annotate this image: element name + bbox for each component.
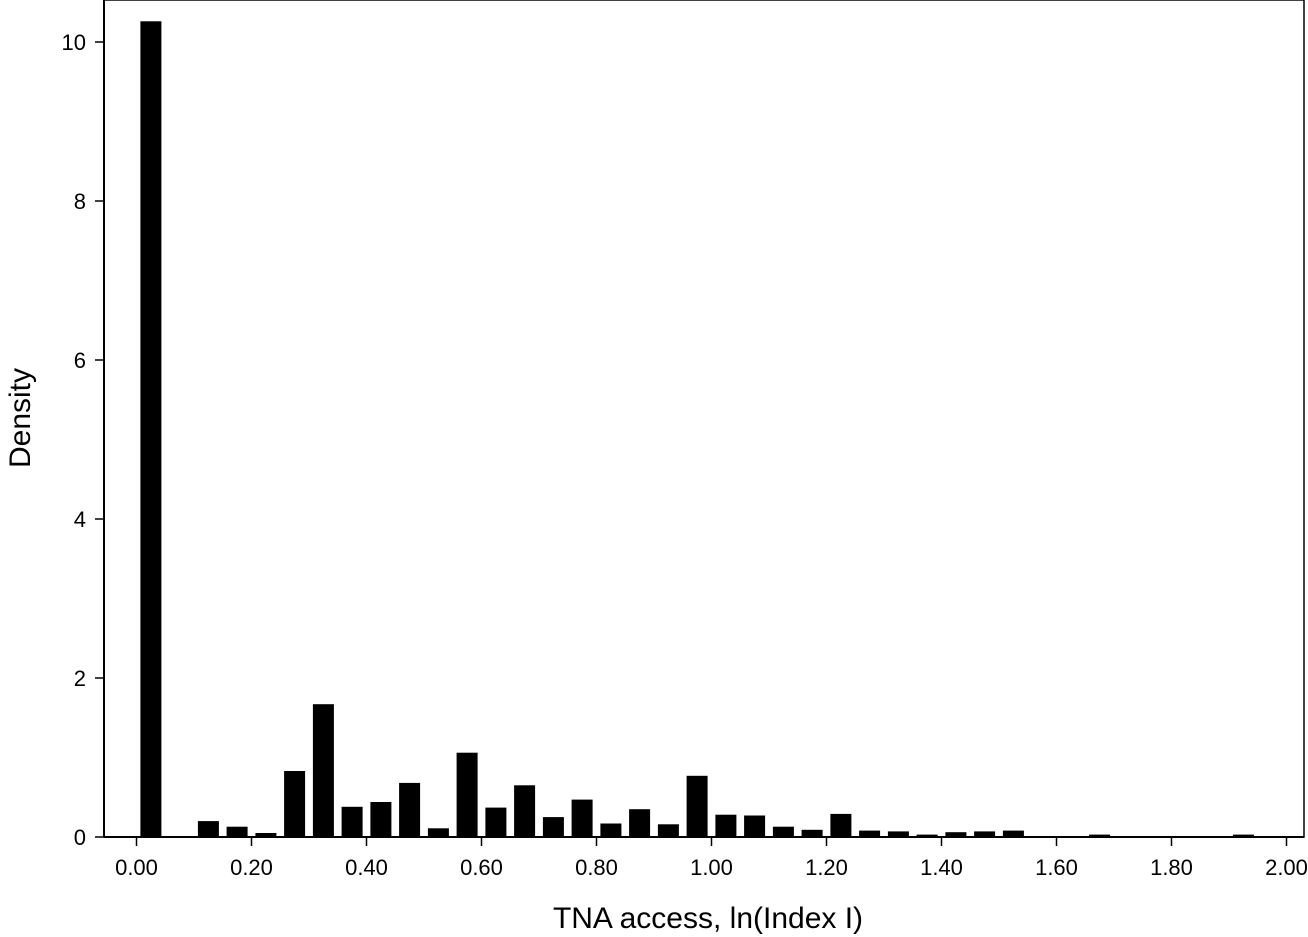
x-tick-label: 0.60 — [460, 855, 503, 880]
x-tick-label: 1.60 — [1035, 855, 1078, 880]
histogram-bar — [1232, 834, 1254, 837]
x-tick-label: 1.80 — [1150, 855, 1193, 880]
x-tick-label: 1.00 — [690, 855, 733, 880]
x-tick-label: 0.00 — [115, 855, 158, 880]
histogram-bar — [772, 826, 794, 837]
histogram-bar — [830, 813, 852, 837]
histogram-bar — [657, 824, 679, 837]
histogram-bar — [744, 815, 766, 837]
histogram-bar — [1002, 830, 1024, 837]
histogram-bar — [859, 830, 881, 837]
x-tick-label: 0.40 — [345, 855, 388, 880]
histogram-bar — [255, 833, 277, 837]
histogram-bar — [945, 832, 967, 837]
histogram-bar — [542, 817, 564, 837]
histogram-bar — [341, 806, 363, 837]
x-tick-label: 0.20 — [230, 855, 273, 880]
histogram-bar — [485, 807, 507, 837]
histogram-bar — [197, 821, 219, 837]
y-tick-label: 8 — [74, 189, 86, 214]
histogram-bar — [140, 21, 162, 838]
bars-group — [140, 21, 1254, 838]
histogram-bar — [312, 704, 334, 837]
histogram-bar — [399, 782, 421, 837]
histogram-bar — [284, 771, 306, 837]
histogram-bar — [571, 799, 593, 837]
x-tick-label: 1.20 — [805, 855, 848, 880]
histogram-bar — [629, 809, 651, 837]
x-tick-label: 2.00 — [1265, 855, 1308, 880]
y-tick-label: 4 — [74, 507, 86, 532]
y-tick-label: 6 — [74, 348, 86, 373]
histogram-bar — [427, 828, 449, 837]
y-tick-label: 0 — [74, 825, 86, 850]
histogram-bar — [514, 785, 536, 837]
histogram-bar — [600, 823, 622, 837]
histogram-bar — [887, 831, 909, 837]
y-tick-label: 10 — [62, 30, 86, 55]
y-axis-title: Density — [4, 368, 37, 468]
histogram-bar — [370, 802, 392, 837]
y-axis-ticks: 0 2 4 6 8 10 — [62, 30, 104, 850]
x-tick-label: 0.80 — [575, 855, 618, 880]
histogram-bar — [686, 775, 708, 837]
x-axis-title: TNA access, ln(Index I) — [553, 902, 863, 935]
x-tick-label: 1.40 — [920, 855, 963, 880]
histogram-bar — [456, 752, 478, 837]
histogram-bar — [715, 814, 737, 837]
histogram-bar — [801, 829, 823, 837]
plot-area — [103, 0, 1305, 838]
y-tick-label: 2 — [74, 666, 86, 691]
x-axis-ticks: 0.00 0.20 0.40 0.60 0.80 1.00 1.20 1.40 1.60 1.80… — [115, 837, 1308, 880]
histogram-bar — [974, 831, 996, 837]
histogram-bar — [916, 834, 938, 837]
histogram-bar — [1089, 834, 1111, 837]
histogram-bar — [226, 826, 248, 837]
